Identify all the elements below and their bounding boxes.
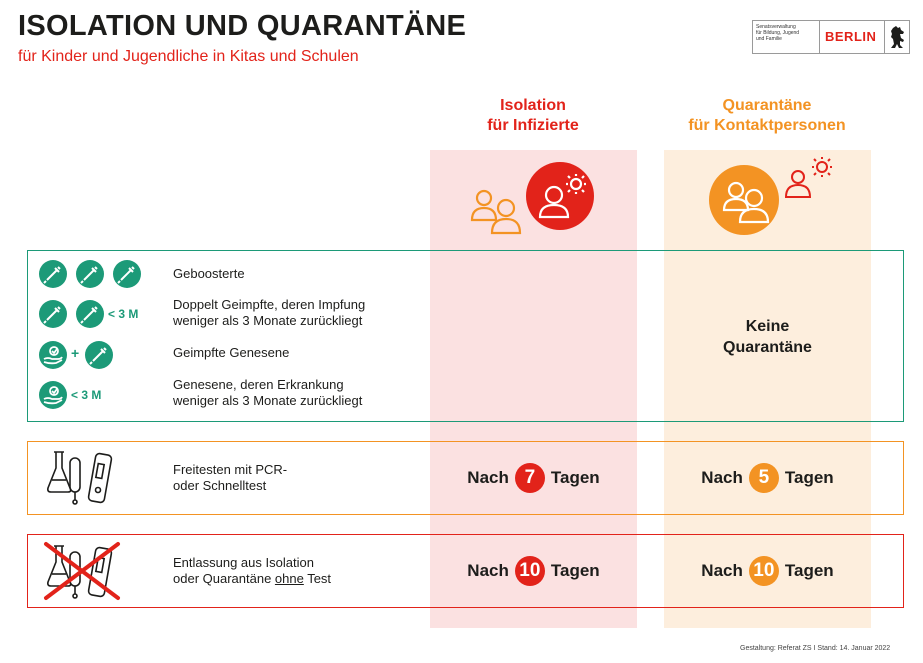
result-prefix: Nach (467, 468, 509, 487)
recovered-hand-icon (39, 341, 67, 369)
label-emphasis: ohne (274, 571, 304, 586)
days-badge: 10 (748, 556, 779, 586)
logo-divider (819, 21, 820, 53)
exempt-groups-box (27, 250, 904, 422)
logo-city: BERLIN (825, 29, 877, 44)
label-line: weniger als 3 Monate zurückliegt (173, 393, 363, 408)
group-double-vaccinated: Doppelt Geimpfte, deren Impfung weniger … (173, 297, 365, 329)
logo-dept-line: Senatsverwaltung (756, 24, 796, 30)
syringe-icon (39, 260, 141, 288)
isolation-heading: Isolation für Infizierte (423, 96, 643, 136)
label-part: Test (303, 571, 332, 586)
less-than-3-months-badge: < 3 M (71, 388, 102, 402)
no-test-release-box (27, 534, 904, 608)
group-boosted: Geboosterte (173, 266, 245, 281)
test-tube-icon (47, 451, 113, 505)
logo-dept-line: und Familie (756, 36, 782, 42)
quarantine-no-test-result: Nach 10 Tagen (664, 556, 871, 586)
page-title: ISOLATION UND QUARANTÄNE (18, 10, 467, 42)
label-part: oder Quarantäne (173, 571, 275, 586)
page-subtitle: für Kinder und Jugendliche in Kitas und … (18, 48, 359, 65)
rapid-test-icon (87, 452, 113, 504)
result-prefix: Nach (467, 561, 509, 580)
label-line: oder Quarantäne ohne Test (173, 571, 331, 587)
result-prefix: Nach (701, 561, 743, 580)
label-line: Freitesten mit PCR- (173, 462, 288, 477)
label-line: Quarantäne (723, 339, 812, 356)
footer-credit: Gestaltung: Referat ZS I Stand: 14. Janu… (740, 645, 891, 652)
result-suffix: Tagen (784, 468, 834, 487)
quarantine-heading: Quarantäne für Kontaktpersonen (657, 96, 877, 136)
heading-line: Isolation (500, 97, 566, 114)
heading-line: für Infizierte (487, 117, 579, 134)
heading-line: für Kontaktpersonen (688, 117, 846, 134)
berlin-bear-icon (891, 26, 904, 48)
no-test-release-label: Entlassung aus Isolation oder Quarantäne… (173, 555, 331, 587)
quarantine-test-result: Nach 5 Tagen (664, 463, 871, 493)
logo-divider (884, 21, 885, 53)
days-badge: 10 (514, 556, 545, 586)
logo-dept-line: für Bildung, Jugend (756, 30, 800, 36)
no-quarantine-label: Keine Quarantäne (664, 316, 871, 358)
plus-sign: + (71, 345, 80, 361)
result-suffix: Tagen (550, 468, 600, 487)
isolation-no-test-result: Nach 10 Tagen (430, 556, 637, 586)
group-vaccinated-recovered: Geimpfte Genesene (173, 345, 290, 360)
days-badge: 5 (748, 463, 779, 493)
syringe-icon (39, 300, 104, 328)
label-line: oder Schnelltest (173, 478, 267, 493)
contact-person-icon (709, 157, 832, 235)
logo-department: Senatsverwaltung für Bildung, Jugend und… (756, 24, 816, 42)
isolation-column (430, 150, 637, 628)
label-line: Genesene, deren Erkrankung (173, 377, 344, 392)
less-than-3-months-badge: < 3 M (108, 307, 139, 321)
isolation-test-result: Nach 7 Tagen (430, 463, 637, 493)
result-prefix: Nach (701, 468, 743, 487)
label-line: Doppelt Geimpfte, deren Impfung (173, 297, 366, 312)
test-release-box (27, 441, 904, 515)
cross-out-icon (44, 542, 120, 600)
label-line: weniger als 3 Monate zurückliegt (173, 313, 363, 328)
days-badge: 7 (514, 463, 545, 493)
result-suffix: Tagen (550, 561, 600, 580)
quarantine-column (664, 150, 871, 628)
syringe-icon (85, 341, 113, 369)
result-suffix: Tagen (784, 561, 834, 580)
recovered-hand-icon (39, 381, 67, 409)
test-release-label: Freitesten mit PCR- oder Schnelltest (173, 462, 287, 494)
group-recovered: Genesene, deren Erkrankung weniger als 3… (173, 377, 362, 409)
label-line: Entlassung aus Isolation (173, 555, 314, 570)
berlin-logo: Senatsverwaltung für Bildung, Jugend und… (752, 20, 910, 54)
label-line: Keine (745, 318, 790, 335)
heading-line: Quarantäne (722, 97, 812, 114)
infected-person-icon (470, 162, 594, 235)
